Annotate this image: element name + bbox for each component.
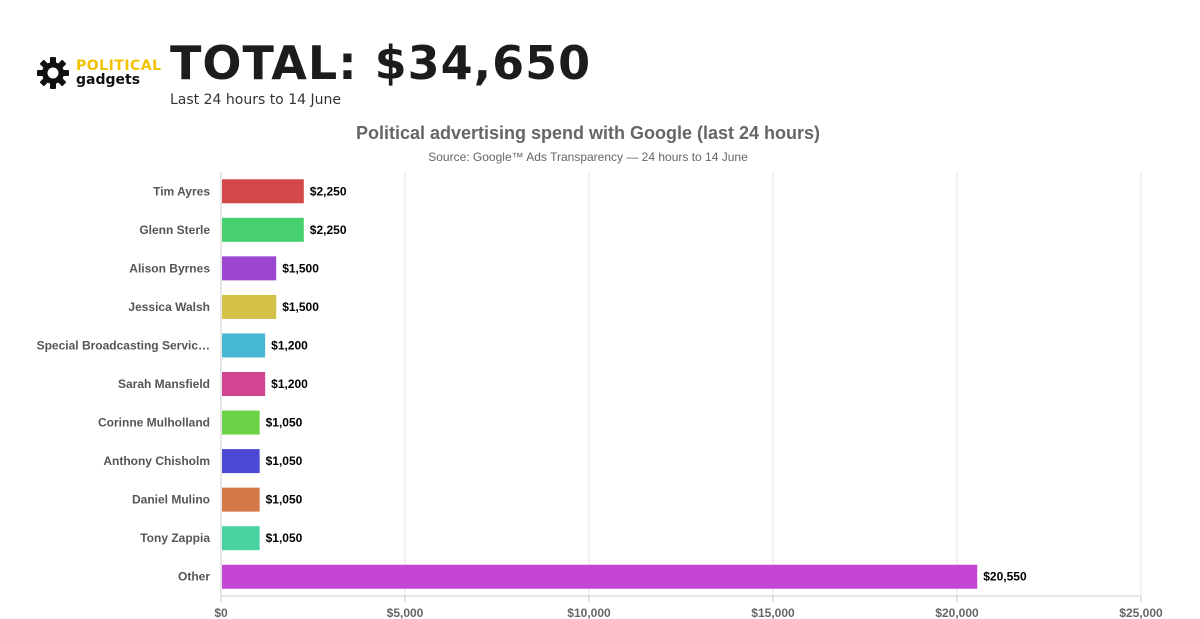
bar xyxy=(222,333,266,358)
category-label: Alison Byrnes xyxy=(129,261,210,275)
category-label: Anthony Chisholm xyxy=(103,454,210,468)
data-label: $20,550 xyxy=(983,570,1027,584)
category-label: Jessica Walsh xyxy=(128,300,210,314)
bar xyxy=(222,217,304,242)
category-label: Sarah Mansfield xyxy=(118,377,210,391)
chart-title: Political advertising spend with Google … xyxy=(356,123,820,143)
category-label: Tim Ayres xyxy=(153,184,210,198)
period-subtitle: Last 24 hours to 14 June xyxy=(170,92,341,108)
data-labels: $2,250 $2,250 $1,500 $1,500 $1,200 $1,200 $1,0… xyxy=(266,184,1027,583)
data-label: $1,500 xyxy=(282,300,319,314)
bar xyxy=(222,564,978,589)
data-label: $1,050 xyxy=(266,416,303,430)
bar xyxy=(222,256,277,281)
bars xyxy=(222,179,978,589)
category-label: Tony Zappia xyxy=(140,531,210,545)
logo: POLITICAL gadgets xyxy=(36,56,162,90)
data-label: $2,250 xyxy=(310,223,347,237)
x-tick-label: $20,000 xyxy=(935,606,979,619)
x-tick-label: $15,000 xyxy=(751,606,795,619)
data-label: $1,200 xyxy=(271,377,308,391)
total-spend: TOTAL: $34,650 xyxy=(170,36,592,90)
logo-text-political: POLITICAL xyxy=(76,58,162,74)
x-tick-label: $0 xyxy=(214,606,228,619)
category-label: Other xyxy=(178,570,210,584)
bar xyxy=(222,526,260,551)
data-label: $1,050 xyxy=(266,493,303,507)
chart-subtitle: Source: Google™ Ads Transparency — 24 ho… xyxy=(428,150,748,164)
category-labels: Tim Ayres Glenn Sterle Alison Byrnes Jessic… xyxy=(37,184,211,583)
x-axis: $0 $5,000 $10,000 $15,000 $20,000 $25,000 xyxy=(214,172,1163,619)
bar xyxy=(222,410,260,435)
bar xyxy=(222,449,260,474)
data-label: $2,250 xyxy=(310,184,347,198)
data-label: $1,500 xyxy=(282,261,319,275)
logo-text-gadgets: gadgets xyxy=(76,72,141,88)
category-label: Daniel Mulino xyxy=(132,493,210,507)
x-tick-label: $10,000 xyxy=(567,606,611,619)
x-tick-label: $25,000 xyxy=(1119,606,1163,619)
x-tick-label: $5,000 xyxy=(387,606,424,619)
bar xyxy=(222,372,266,396)
bar xyxy=(222,487,260,512)
bar xyxy=(222,294,277,319)
bar xyxy=(222,179,304,204)
data-label: $1,050 xyxy=(266,531,303,545)
gear-icon xyxy=(37,57,69,89)
category-label: Glenn Sterle xyxy=(139,223,210,237)
grid xyxy=(404,172,1142,596)
data-label: $1,050 xyxy=(266,454,303,468)
data-label: $1,200 xyxy=(271,338,308,352)
category-label: Corinne Mulholland xyxy=(98,416,210,430)
category-label: Special Broadcasting Servic… xyxy=(37,338,210,352)
